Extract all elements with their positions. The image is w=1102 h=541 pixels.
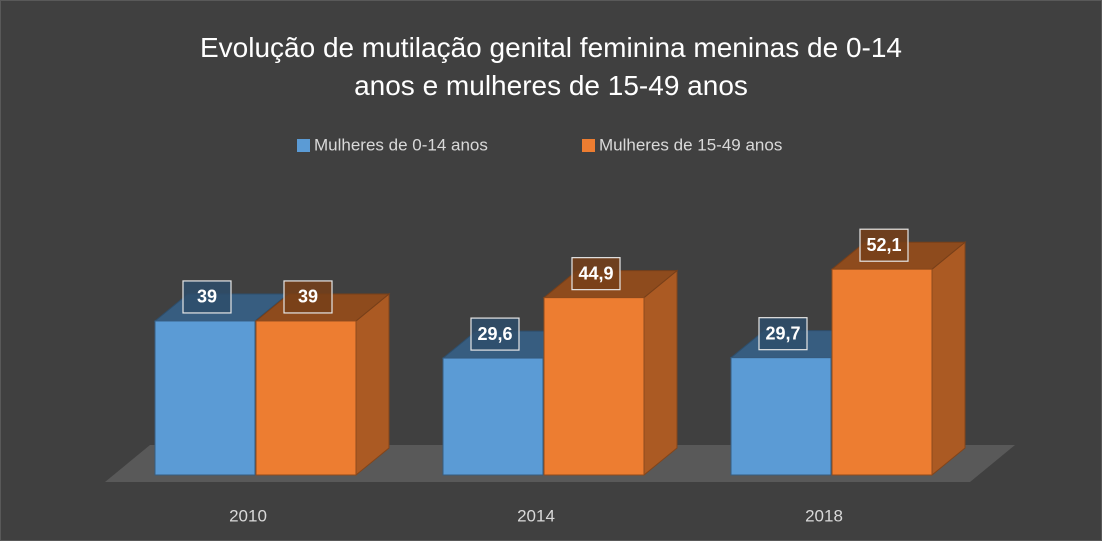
bar-front	[543, 297, 645, 476]
data-label: 52,1	[866, 235, 901, 255]
bar-side	[931, 241, 966, 477]
chart-title-line: anos e mulheres de 15-49 anos	[354, 70, 748, 101]
bar	[254, 292, 391, 477]
plot: 2010 39 39 2014 29,6 44,9 2018 29,7 52,1	[153, 228, 967, 525]
legend-swatch	[297, 139, 310, 152]
data-label-box	[182, 280, 232, 314]
bar-front	[255, 320, 357, 476]
data-label: 29,6	[477, 324, 512, 344]
chart-title: anos e mulheres de 15-49 anos	[354, 70, 748, 101]
bar-front	[442, 357, 544, 476]
bar-side	[643, 269, 678, 477]
data-label-box	[470, 317, 520, 351]
chart-title-line: Evolução de mutilação genital feminina m…	[200, 32, 902, 63]
bar	[830, 241, 967, 477]
bar-front	[730, 357, 832, 476]
bar-front	[154, 320, 256, 476]
chart-title: Evolução de mutilação genital feminina m…	[200, 32, 902, 63]
legend-label: Mulheres de 15-49 anos	[599, 135, 782, 154]
legend-label: Mulheres de 0-14 anos	[314, 135, 488, 154]
data-label-box	[758, 317, 808, 351]
data-label: 39	[197, 287, 217, 307]
data-label: 29,7	[765, 323, 800, 343]
x-tick-label: 2014	[517, 506, 555, 525]
bar-front	[831, 268, 933, 476]
legend: Mulheres de 0-14 anos Mulheres de 15-49 a…	[297, 135, 782, 154]
bar-side	[355, 292, 390, 477]
data-label-box	[283, 280, 333, 314]
x-tick-label: 2018	[805, 506, 843, 525]
legend-swatch	[582, 139, 595, 152]
data-label-box	[859, 228, 909, 262]
data-label: 44,9	[578, 263, 613, 283]
data-label: 39	[298, 287, 318, 307]
bar	[542, 269, 679, 477]
x-tick-label: 2010	[229, 506, 267, 525]
data-label-box	[571, 257, 621, 291]
